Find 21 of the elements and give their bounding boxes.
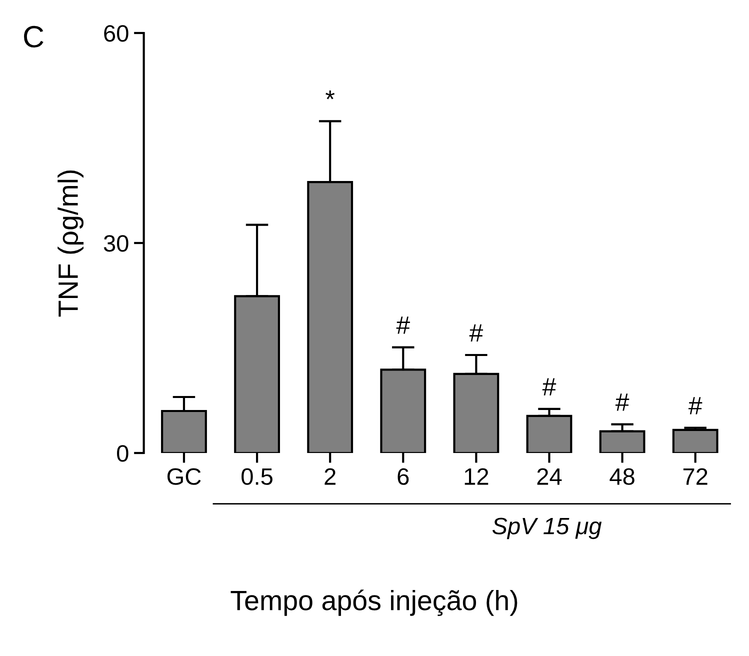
- text: C: [24, 26, 44, 48]
- annotation: *: [326, 90, 335, 100]
- x-tick-label: 48: [610, 468, 634, 485]
- annotation: #: [542, 378, 556, 396]
- x-tick-label: GC: [167, 468, 201, 485]
- y-tick-label: 30: [104, 235, 128, 252]
- y-tick-label: 0: [117, 445, 128, 462]
- annotation: #: [469, 324, 484, 342]
- x-tick-label: 72: [683, 468, 708, 485]
- x-tick-label: 0.5: [242, 468, 272, 485]
- annotation: #: [615, 394, 630, 411]
- y-axis-title: TNF (ρg/ml): [58, 170, 84, 317]
- text: SpV 15 μg: [492, 518, 602, 540]
- x-axis-title: Tempo após injeção (h): [230, 590, 518, 616]
- x-tick-label: 6: [398, 468, 409, 485]
- x-tick-label: 24: [537, 468, 562, 485]
- x-tick-label: 12: [464, 468, 488, 485]
- x-tick-label: 2: [324, 468, 336, 485]
- annotation: #: [396, 316, 410, 334]
- annotation: #: [688, 397, 702, 414]
- y-tick-label: 60: [104, 25, 128, 42]
